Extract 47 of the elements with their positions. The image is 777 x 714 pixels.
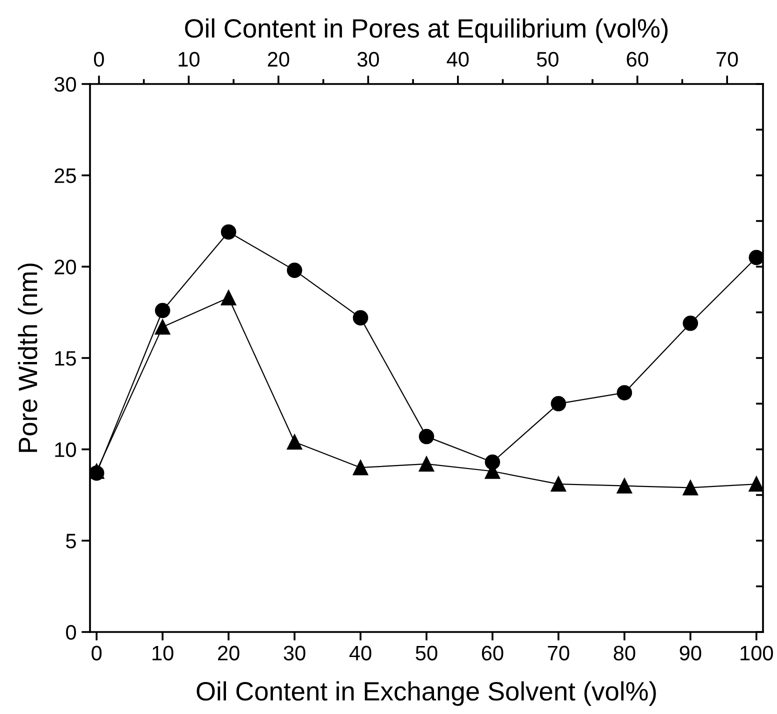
point: [748, 476, 763, 492]
point: [154, 302, 170, 318]
point: [418, 428, 434, 444]
x-tick-label: 0: [92, 646, 102, 660]
point: [682, 480, 698, 496]
x-tick-label: 100: [740, 646, 773, 660]
point: [154, 319, 170, 335]
x2-tick-label: 20: [268, 52, 290, 67]
x2-tick-label: 0: [94, 52, 104, 67]
x-axis-title: Oil Content in Exchange Solvent (vol%): [196, 681, 656, 706]
point: [550, 476, 566, 492]
point: [616, 478, 632, 494]
point: [352, 310, 368, 326]
point: [682, 316, 698, 331]
x2-tick-label: 10: [178, 52, 200, 67]
x2-tick-label: 40: [446, 52, 469, 67]
y-tick-label: 15: [55, 351, 76, 366]
x-tick-label: 30: [284, 646, 306, 660]
point: [220, 224, 236, 240]
x-tick-label: 10: [152, 646, 174, 660]
x-tick-label: 40: [349, 646, 372, 660]
point: [616, 385, 632, 400]
y-axis-title: Pore Width (nm): [18, 264, 43, 452]
x-tick-label: 80: [614, 646, 636, 660]
x-tick-label: 50: [416, 646, 438, 660]
point: [352, 460, 368, 476]
y-tick-label: 20: [54, 260, 76, 274]
x-tick-label: 90: [680, 646, 702, 660]
y-tick-label: 5: [66, 534, 76, 548]
y-tick-label: 25: [54, 168, 76, 184]
x-tick-label: 70: [548, 646, 570, 660]
y-tick-label: 30: [54, 77, 76, 92]
x2-axis-title: Oil Content in Pores at Equilibrium (vol%): [185, 18, 668, 43]
x2-tick-label: 60: [626, 52, 648, 67]
point: [748, 250, 763, 266]
x-tick-label: 60: [482, 646, 504, 660]
x2-tick-label: 30: [357, 52, 379, 67]
x-tick-label: 20: [218, 646, 240, 660]
point: [286, 262, 302, 278]
point: [550, 396, 566, 412]
y-tick-label: 10: [55, 442, 76, 458]
point: [286, 434, 302, 450]
y-tick-label: 0: [66, 625, 76, 640]
x2-tick-label: 70: [716, 52, 738, 67]
point: [418, 456, 434, 472]
point: [220, 290, 236, 306]
x2-tick-label: 50: [536, 52, 558, 67]
